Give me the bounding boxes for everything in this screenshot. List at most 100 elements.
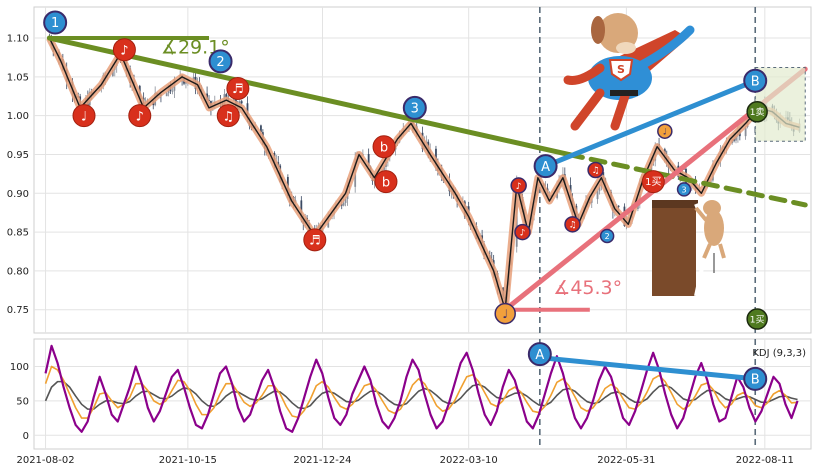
trendline <box>46 35 572 157</box>
marker-circle <box>128 104 152 128</box>
candle-body <box>617 205 620 207</box>
hero-emblem <box>608 59 634 82</box>
marker-circle <box>743 366 768 391</box>
hero-belt <box>610 90 638 96</box>
marker-circle <box>374 170 398 194</box>
marker-blue-small: 2 <box>599 228 615 244</box>
marker-label: ♫ <box>222 109 234 124</box>
kdj-series-line <box>44 344 799 433</box>
y-tick-label: 0.95 <box>7 150 29 161</box>
marker-red-note: ♪ <box>128 104 152 128</box>
marker-label: ♫ <box>568 221 576 231</box>
plot-frame <box>33 338 812 450</box>
marker-label: ♪ <box>516 182 522 192</box>
x-tick-label: 2021-10-15 <box>159 455 217 466</box>
kdj-trendline <box>537 355 758 382</box>
marker-red-note: b <box>374 170 398 194</box>
marker-blue-circle: 2 <box>208 49 233 74</box>
candle-body <box>300 200 303 218</box>
candle-body <box>435 148 437 165</box>
marker-circle <box>657 123 673 139</box>
marker-label: ♪ <box>136 109 144 124</box>
marker-red-note: ♩ <box>72 104 96 128</box>
marker-label: ♬ <box>309 234 321 249</box>
marker-red-note-small: ♪ <box>510 177 527 194</box>
dog-leg <box>702 243 712 259</box>
marker-label: B <box>751 74 760 89</box>
marker-label: 1卖 <box>750 107 765 118</box>
y-tick-label: 1.00 <box>7 111 29 122</box>
marker-circle <box>402 95 427 120</box>
marker-label: b <box>380 140 388 155</box>
candle-body <box>340 204 343 206</box>
marker-label: A <box>541 160 550 175</box>
candle-body <box>260 125 262 133</box>
candle-body <box>165 93 168 97</box>
y-tick-label: 0.85 <box>7 228 29 239</box>
marker-circle <box>514 223 531 241</box>
candle-body <box>225 94 228 98</box>
marker-circle <box>641 170 665 194</box>
hero-ear <box>591 16 605 44</box>
climbing-dog-illustration <box>652 200 726 297</box>
marker-label: ♪ <box>520 228 526 238</box>
marker-green-buy: 1买 <box>746 308 768 330</box>
hero-arm <box>635 25 695 71</box>
y-tick-label: 1.10 <box>7 34 29 45</box>
marker-circle <box>112 38 136 62</box>
marker-circle <box>587 161 604 179</box>
marker-green-sell: 1卖 <box>746 101 768 123</box>
price-panel: 0.750.800.850.900.951.001.051.10 ∡29.1°∡4… <box>7 6 812 334</box>
trendline <box>566 151 808 208</box>
marker-label: ♪ <box>120 43 128 58</box>
candle-body <box>367 154 370 167</box>
candle-body <box>344 199 347 203</box>
y-tick-label: 50 <box>16 396 29 407</box>
dog-head <box>703 200 721 216</box>
marker-red-note: ♬ <box>226 77 250 100</box>
y-tick-label: 0.80 <box>7 266 29 277</box>
marker-circle <box>564 216 581 233</box>
marker-label: 1 <box>51 16 59 31</box>
marker-blue-circle: A <box>527 342 552 367</box>
marker-circle <box>676 182 692 197</box>
marker-circle <box>527 342 552 367</box>
dog-arm <box>694 206 708 222</box>
candle-body <box>596 191 599 200</box>
marker-blue-circle: 1 <box>43 10 68 35</box>
marker-circle <box>43 10 68 35</box>
hero-leg <box>610 91 630 131</box>
hero-snout <box>616 42 636 54</box>
marker-circle <box>494 302 516 325</box>
dog-leg <box>718 243 726 259</box>
x-axis: 2021-08-02 2021-10-15 2021-12-24 2022-03-10… <box>16 455 793 466</box>
candle-body <box>111 69 114 76</box>
marker-label: ♩ <box>663 127 667 137</box>
hero-emblem-letter: S <box>617 63 625 76</box>
marker-red-note: ♪ <box>112 38 136 62</box>
kdj-legend: KDJ (9,3,3) <box>752 348 806 359</box>
marker-label: ♬ <box>232 82 244 97</box>
marker-label: 2 <box>605 232 610 241</box>
marker-orange-note: ♩ <box>494 302 516 325</box>
x-tick-label: 2022-08-11 <box>736 455 794 466</box>
dog-body <box>704 210 724 246</box>
trendline <box>543 78 758 169</box>
marker-circle <box>208 49 233 74</box>
x-tick-label: 2022-03-10 <box>440 455 498 466</box>
marker-blue-circle: 3 <box>402 95 427 120</box>
marker-label: 3 <box>682 185 687 194</box>
marker-blue-small: 3 <box>676 182 692 197</box>
marker-circle <box>72 104 96 128</box>
candle-body <box>171 90 174 92</box>
marker-red-note: ♬ <box>303 228 327 252</box>
marker-circle <box>746 308 768 330</box>
cliff <box>652 204 696 296</box>
marker-red-note-small: ♪ <box>514 223 531 241</box>
marker-label: 3 <box>411 102 419 117</box>
marker-red-note-small: ♫ <box>564 216 581 233</box>
marker-red-buy: 1买 <box>641 170 665 194</box>
kdj-panel: 0 50 100 A B <box>10 338 812 450</box>
marker-label: 2 <box>216 55 224 70</box>
